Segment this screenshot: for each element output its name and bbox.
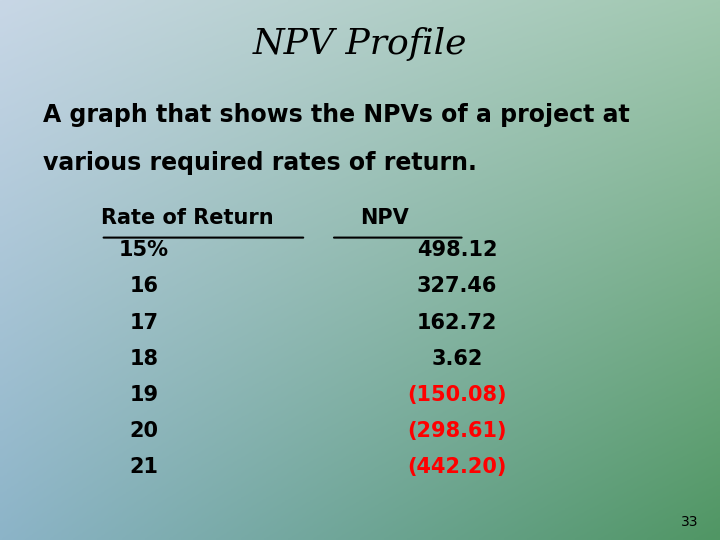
Text: 162.72: 162.72 xyxy=(417,313,498,333)
Text: (298.61): (298.61) xyxy=(408,421,507,441)
Text: 20: 20 xyxy=(130,421,158,441)
Text: A graph that shows the NPVs of a project at: A graph that shows the NPVs of a project… xyxy=(43,103,630,126)
Text: 3.62: 3.62 xyxy=(431,349,483,369)
Text: 33: 33 xyxy=(681,515,698,529)
Text: 17: 17 xyxy=(130,313,158,333)
Text: 327.46: 327.46 xyxy=(417,276,498,296)
Text: 498.12: 498.12 xyxy=(417,240,498,260)
Text: 21: 21 xyxy=(130,457,158,477)
Text: (442.20): (442.20) xyxy=(408,457,507,477)
Text: (150.08): (150.08) xyxy=(408,385,507,405)
Text: 19: 19 xyxy=(130,385,158,405)
Text: NPV Profile: NPV Profile xyxy=(253,27,467,61)
Text: 18: 18 xyxy=(130,349,158,369)
Text: NPV: NPV xyxy=(360,208,409,228)
Text: 16: 16 xyxy=(130,276,158,296)
Text: Rate of Return: Rate of Return xyxy=(101,208,274,228)
Text: 15%: 15% xyxy=(119,240,169,260)
Text: various required rates of return.: various required rates of return. xyxy=(43,151,477,175)
